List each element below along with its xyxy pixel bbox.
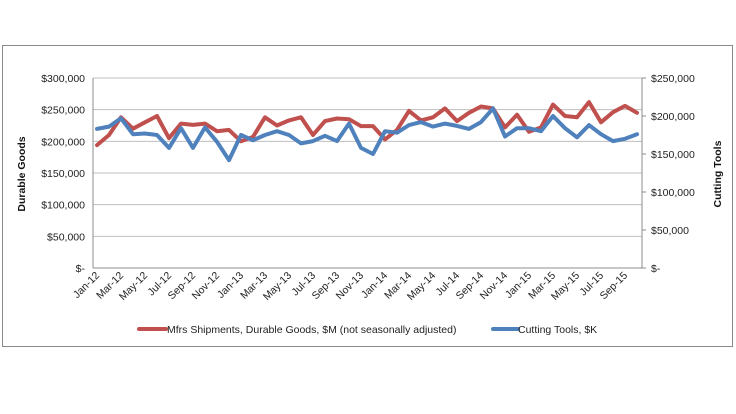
left-tick-label: $- (76, 263, 86, 275)
left-tick-label: $50,000 (47, 231, 85, 243)
chart-frame (2, 45, 733, 347)
right-tick-label: $100,000 (651, 187, 695, 199)
x-tick-label: Nov-13 (334, 270, 367, 303)
right-tick-label: $250,000 (651, 73, 695, 85)
legend-label-cutting-tools: Cutting Tools, $K (518, 324, 597, 336)
right-tick-label: $50,000 (651, 225, 689, 237)
right-tick-label: $200,000 (651, 111, 695, 123)
left-tick-label: $100,000 (41, 200, 85, 212)
right-tick-label: $- (651, 263, 661, 275)
left-tick-label: $150,000 (41, 168, 85, 180)
legend: Mfrs Shipments, Durable Goods, $M (not s… (137, 324, 597, 336)
right-axis-title: Cutting Tools (712, 140, 724, 207)
x-tick-label: Nov-12 (190, 270, 223, 303)
series-lines (95, 100, 639, 163)
left-tick-label: $300,000 (41, 73, 85, 85)
series-line-durable-goods (95, 100, 639, 148)
x-tick-label: Nov-14 (478, 270, 511, 303)
x-axis-ticks: Jan-12Mar-12May-12Jul-12Sep-12Nov-12Jan-… (71, 270, 630, 303)
x-tick-label: Sep-15 (598, 270, 631, 303)
axes (92, 78, 643, 269)
left-tick-label: $250,000 (41, 105, 85, 117)
right-tick-label: $150,000 (651, 149, 695, 161)
left-axis-title: Durable Goods (16, 136, 28, 211)
series-line-cutting-tools (95, 106, 639, 163)
legend-label-durable-goods: Mfrs Shipments, Durable Goods, $M (not s… (167, 324, 456, 336)
left-axis-ticks: $- $50,000 $100,000 $150,000 $200,000 $250,00… (41, 73, 85, 275)
right-axis-ticks: $- $50,000 $100,000 $150,000 $200,000 $250,00… (642, 73, 695, 275)
left-tick-label: $200,000 (41, 136, 85, 148)
gridlines (93, 77, 642, 237)
